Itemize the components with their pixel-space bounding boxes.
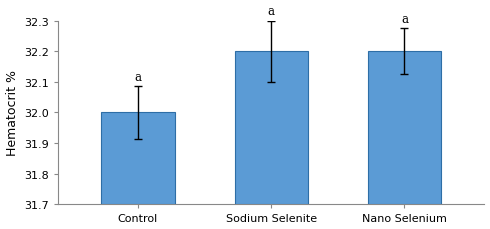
Bar — [101, 113, 174, 204]
Text: a: a — [401, 13, 408, 26]
Bar — [368, 52, 441, 204]
Y-axis label: Hematocrit %: Hematocrit % — [5, 70, 19, 156]
Text: a: a — [268, 5, 275, 18]
Bar — [235, 52, 308, 204]
Text: a: a — [134, 71, 142, 84]
